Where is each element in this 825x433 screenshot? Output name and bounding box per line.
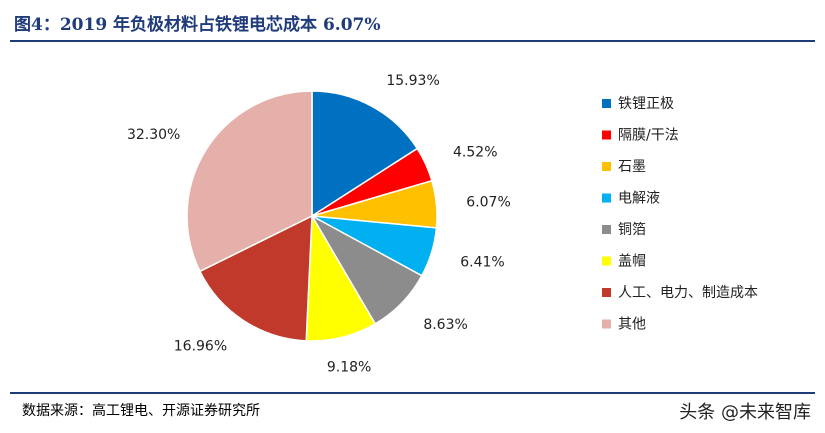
slice-label-0: 15.93% — [386, 73, 439, 89]
legend-swatch-5 — [602, 256, 611, 266]
slice-label-4: 8.63% — [423, 317, 467, 333]
source-note: 数据来源：高工锂电、开源证券研究所 — [22, 403, 260, 419]
legend-swatch-6 — [602, 288, 611, 297]
pie-chart: 15.93% 4.52% 6.07% 6.41% 8.63% 9.18% 16.96% 32.… — [127, 73, 758, 375]
slice-label-6: 16.96% — [174, 339, 227, 355]
slice-label-1: 4.52% — [453, 145, 497, 161]
legend-swatch-2 — [602, 162, 611, 171]
legend-label-2: 石墨 — [618, 159, 646, 175]
title-rule — [10, 40, 815, 42]
slice-label-7: 32.30% — [127, 127, 180, 143]
legend-label-1: 隔膜/干法 — [618, 128, 679, 144]
pie-slice-7 — [186, 90, 313, 273]
pie-slice-6 — [198, 214, 313, 342]
legend-label-3: 电解液 — [618, 191, 660, 207]
legend-label-0: 铁锂正极 — [618, 96, 674, 112]
pie-slice-0 — [311, 90, 419, 218]
chart-title: 图4：2019 年负极材料占铁锂电芯成本 6.07% — [14, 15, 381, 35]
legend-swatch-1 — [602, 130, 611, 140]
slice-label-5: 9.18% — [327, 359, 371, 375]
legend-label-7: 其他 — [618, 317, 646, 333]
legend-label-4: 铜箔 — [618, 222, 646, 238]
slice-label-3: 6.41% — [460, 254, 504, 270]
legend-label-6: 人工、电力、制造成本 — [618, 285, 758, 301]
legend-label-5: 盖帽 — [618, 254, 646, 270]
legend-swatch-3 — [602, 193, 611, 203]
legend-swatch-0 — [602, 99, 611, 108]
legend-swatch-4 — [602, 225, 611, 234]
watermark: 头条 @未来智库 — [679, 402, 811, 423]
legend-swatch-7 — [602, 319, 611, 329]
slice-label-2: 6.07% — [466, 194, 510, 210]
footer-rule — [10, 392, 815, 394]
